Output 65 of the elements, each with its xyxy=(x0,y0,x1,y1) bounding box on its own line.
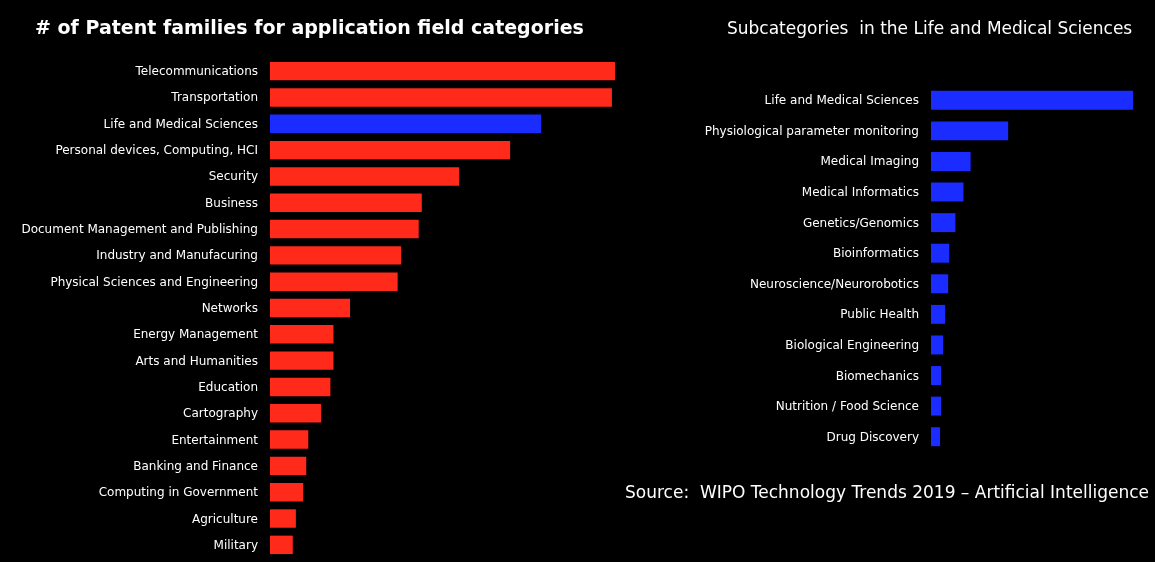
bar xyxy=(270,61,615,81)
bar xyxy=(270,246,402,265)
y-tick-label: Nutrition / Food Science xyxy=(775,399,919,414)
y-tick-label: Life and Medical Sciences xyxy=(764,93,919,108)
y-tick-label: Transportation xyxy=(170,90,258,105)
y-tick-label: Medical Informatics xyxy=(801,185,919,200)
bar xyxy=(270,377,331,397)
y-tick-label: Physiological parameter monitoring xyxy=(704,123,919,138)
y-tick-label: Document Management and Publishing xyxy=(21,222,258,237)
y-tick-label: Education xyxy=(198,379,258,394)
y-tick-label: Security xyxy=(208,169,258,184)
bar xyxy=(931,243,950,263)
y-tick-label: Bioinformatics xyxy=(832,246,919,261)
bar xyxy=(931,213,956,233)
bar xyxy=(270,456,307,476)
bar xyxy=(270,114,542,133)
y-tick-label: Networks xyxy=(201,301,258,315)
y-tick-label: Physical Sciences and Engineering xyxy=(50,274,258,289)
bar xyxy=(270,167,460,186)
bar xyxy=(931,427,941,447)
y-tick-label: Banking and Finance xyxy=(133,458,258,473)
y-tick-label: Energy Management xyxy=(133,327,259,342)
bar xyxy=(931,90,1133,110)
chart-title: Subcategories in the Life and Medical Sciences xyxy=(727,17,1133,38)
bar xyxy=(270,193,422,212)
y-tick-label: Personal devices, Computing, HCI xyxy=(55,143,258,158)
y-tick-label: Drug Discovery xyxy=(826,429,919,444)
y-tick-label: Biomechanics xyxy=(835,368,919,383)
bar xyxy=(931,396,942,416)
bar xyxy=(931,274,949,294)
bar xyxy=(270,88,612,107)
bar xyxy=(931,304,946,324)
y-tick-label: Cartography xyxy=(183,406,258,421)
y-tick-label: Biological Engineering xyxy=(785,337,919,352)
y-tick-label: Computing in Government xyxy=(98,485,259,500)
y-tick-label: Public Health xyxy=(840,307,919,322)
y-tick-label: Entertainment xyxy=(171,432,259,447)
bar xyxy=(931,182,964,202)
bar xyxy=(931,151,971,171)
source-note: Source: WIPO Technology Trends 2019 – Artificial Intelligence xyxy=(625,481,1150,502)
bar xyxy=(931,366,942,386)
bar xyxy=(270,140,511,160)
bar xyxy=(931,335,944,355)
y-tick-label: Telecommunications xyxy=(134,64,258,79)
y-tick-label: Neuroscience/Neurorobotics xyxy=(749,276,919,291)
bar xyxy=(270,219,419,239)
chart-title: # of Patent families for application field categories xyxy=(35,15,584,38)
bar xyxy=(270,509,296,528)
bar xyxy=(270,351,334,370)
y-tick-label: Military xyxy=(213,537,258,552)
bar xyxy=(270,298,351,318)
bar xyxy=(270,535,293,555)
y-tick-label: Arts and Humanities xyxy=(135,353,258,368)
bar xyxy=(270,325,334,344)
bar xyxy=(931,121,1009,141)
y-tick-label: Agriculture xyxy=(192,511,258,526)
bar xyxy=(270,272,398,291)
y-tick-label: Medical Imaging xyxy=(820,154,919,169)
y-tick-label: Industry and Manufacuring xyxy=(96,248,258,263)
y-tick-label: Business xyxy=(205,195,258,210)
y-tick-label: Genetics/Genomics xyxy=(802,215,919,230)
bar xyxy=(270,430,309,449)
bar xyxy=(270,404,322,423)
bar xyxy=(270,483,304,502)
y-tick-label: Life and Medical Sciences xyxy=(103,116,258,131)
